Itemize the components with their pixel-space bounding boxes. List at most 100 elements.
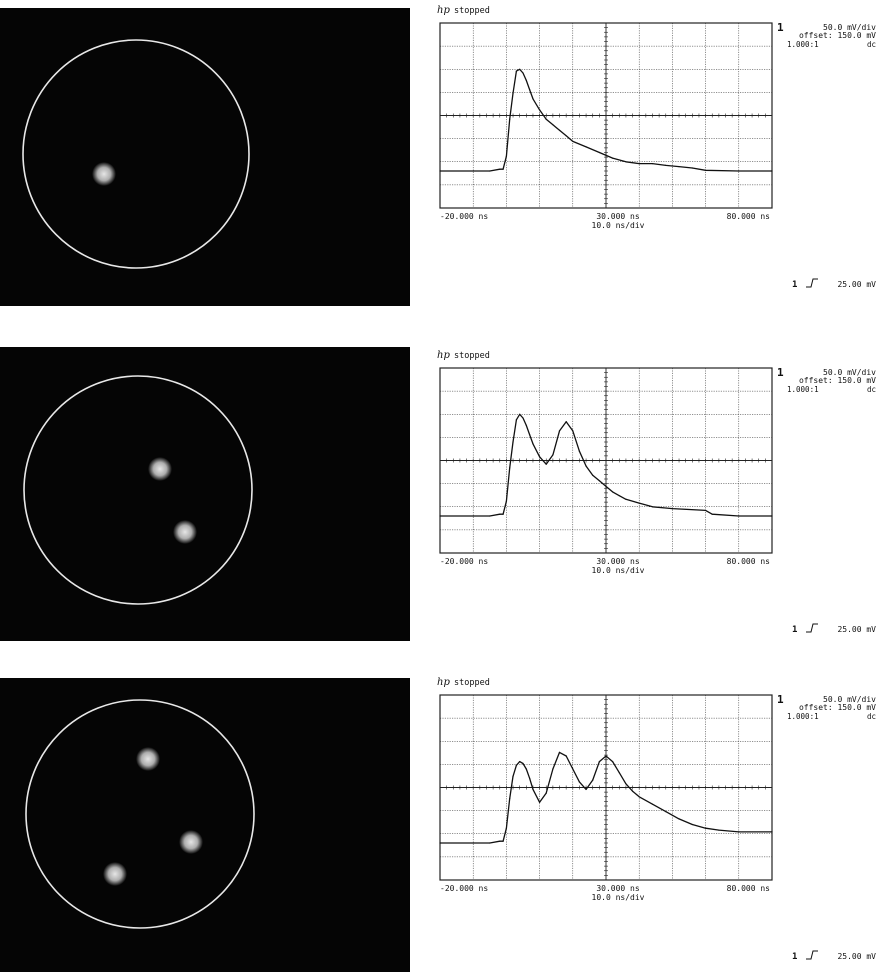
trace-point bbox=[519, 413, 521, 415]
trace-point bbox=[539, 801, 541, 803]
channel-marker: 1 bbox=[777, 693, 784, 706]
detector-outline-circle bbox=[22, 39, 250, 269]
camera-image-3 bbox=[0, 678, 410, 972]
x-axis-left-label: -20.000 ns bbox=[440, 212, 488, 221]
trace-point bbox=[539, 456, 541, 458]
trace-point bbox=[499, 513, 501, 515]
trace-point bbox=[545, 463, 547, 465]
trace-point bbox=[439, 515, 441, 517]
trace-point bbox=[505, 827, 507, 829]
time-per-div: 10.0 ns/div bbox=[592, 893, 645, 902]
coupling-text: dc bbox=[867, 40, 876, 49]
x-axis-right-label: 80.000 ns bbox=[727, 884, 771, 893]
x-axis-right-label: 80.000 ns bbox=[727, 212, 771, 221]
trace-point bbox=[565, 755, 567, 757]
trace-point bbox=[598, 761, 600, 763]
trace-point bbox=[665, 811, 667, 813]
trace-point bbox=[505, 155, 507, 157]
trace-point bbox=[585, 146, 587, 148]
trace-point bbox=[545, 792, 547, 794]
beam-spot bbox=[136, 747, 160, 771]
trace-point bbox=[771, 515, 773, 517]
measurement-row-1: hp stopped 1 50.0 mV/div offset: 150.0 mV 1.0… bbox=[0, 0, 877, 320]
camera-image-1 bbox=[0, 8, 410, 306]
trace-point bbox=[565, 421, 567, 423]
trace-point bbox=[665, 164, 667, 166]
trace-point bbox=[519, 68, 521, 70]
trace-point bbox=[439, 842, 441, 844]
trace-point bbox=[605, 755, 607, 757]
time-per-div: 10.0 ns/div bbox=[592, 566, 645, 575]
spots-group bbox=[148, 457, 197, 544]
beam-spot bbox=[148, 457, 172, 481]
trace-point bbox=[585, 465, 587, 467]
trace-point bbox=[532, 788, 534, 790]
trace-point bbox=[552, 124, 554, 126]
trace-point bbox=[718, 829, 720, 831]
offset-text: offset: 150.0 mV bbox=[799, 703, 876, 712]
trace-point bbox=[705, 827, 707, 829]
trace-point bbox=[529, 777, 531, 779]
trace-point bbox=[651, 163, 654, 165]
channel-marker: 1 bbox=[777, 366, 784, 379]
volts-per-div: 50.0 mV/div bbox=[823, 368, 876, 377]
trace-point bbox=[489, 515, 491, 517]
measurement-row-2: hp stopped 1 50.0 mV/div offset: 150.0 mV 1.0… bbox=[0, 335, 877, 655]
volts-per-div: 50.0 mV/div bbox=[823, 695, 876, 704]
hp-logo: hp bbox=[437, 5, 450, 16]
trace-point bbox=[558, 751, 561, 753]
trace-point bbox=[612, 761, 614, 763]
probe-ratio: 1.000:1 bbox=[787, 385, 819, 394]
trace-point bbox=[738, 831, 740, 833]
trace-point bbox=[439, 170, 441, 172]
trace-point bbox=[515, 70, 517, 72]
trace-point bbox=[572, 430, 574, 432]
trace-point bbox=[738, 515, 740, 517]
camera-view-3 bbox=[0, 678, 410, 972]
trace-point bbox=[678, 818, 680, 820]
x-axis-center-label: 30.000 ns bbox=[596, 212, 640, 221]
camera-background bbox=[0, 678, 410, 972]
trace-point bbox=[572, 768, 574, 770]
trace-point bbox=[515, 764, 517, 766]
hp-logo: hp bbox=[437, 677, 450, 688]
trace-point bbox=[499, 168, 501, 170]
camera-image-2 bbox=[0, 347, 410, 641]
trace-point bbox=[502, 513, 504, 515]
trace-point bbox=[605, 485, 607, 487]
trace-point bbox=[558, 430, 561, 432]
time-per-div: 10.0 ns/div bbox=[592, 221, 645, 230]
trigger-channel: 1 bbox=[792, 952, 797, 962]
trace-point bbox=[598, 151, 600, 154]
trace-point bbox=[545, 118, 547, 120]
trace-point bbox=[578, 450, 580, 452]
status-text: stopped bbox=[454, 678, 490, 688]
trace-point bbox=[738, 170, 740, 172]
trace-point bbox=[705, 169, 707, 171]
trace-point bbox=[509, 118, 511, 120]
trace-point bbox=[509, 467, 511, 469]
trace-point bbox=[499, 840, 501, 842]
trace-point bbox=[519, 761, 521, 763]
trace-point bbox=[539, 109, 541, 111]
beam-spot bbox=[173, 520, 197, 544]
x-axis-left-label: -20.000 ns bbox=[440, 884, 488, 893]
trace-point bbox=[525, 424, 527, 426]
trace-point bbox=[598, 480, 600, 482]
trace-point bbox=[512, 441, 514, 443]
trace-point bbox=[638, 796, 640, 798]
trigger-channel: 1 bbox=[792, 625, 797, 635]
spots-group bbox=[92, 162, 116, 186]
rising-edge-icon bbox=[806, 950, 818, 960]
trace-point bbox=[638, 163, 640, 165]
x-axis-right-label: 80.000 ns bbox=[727, 557, 771, 566]
trace-point bbox=[525, 768, 527, 770]
status-text: stopped bbox=[454, 6, 490, 16]
probe-ratio: 1.000:1 bbox=[787, 40, 819, 49]
offset-text: offset: 150.0 mV bbox=[799, 31, 876, 40]
trigger-level: 25.00 mV bbox=[837, 280, 876, 289]
trace-point bbox=[592, 474, 594, 476]
